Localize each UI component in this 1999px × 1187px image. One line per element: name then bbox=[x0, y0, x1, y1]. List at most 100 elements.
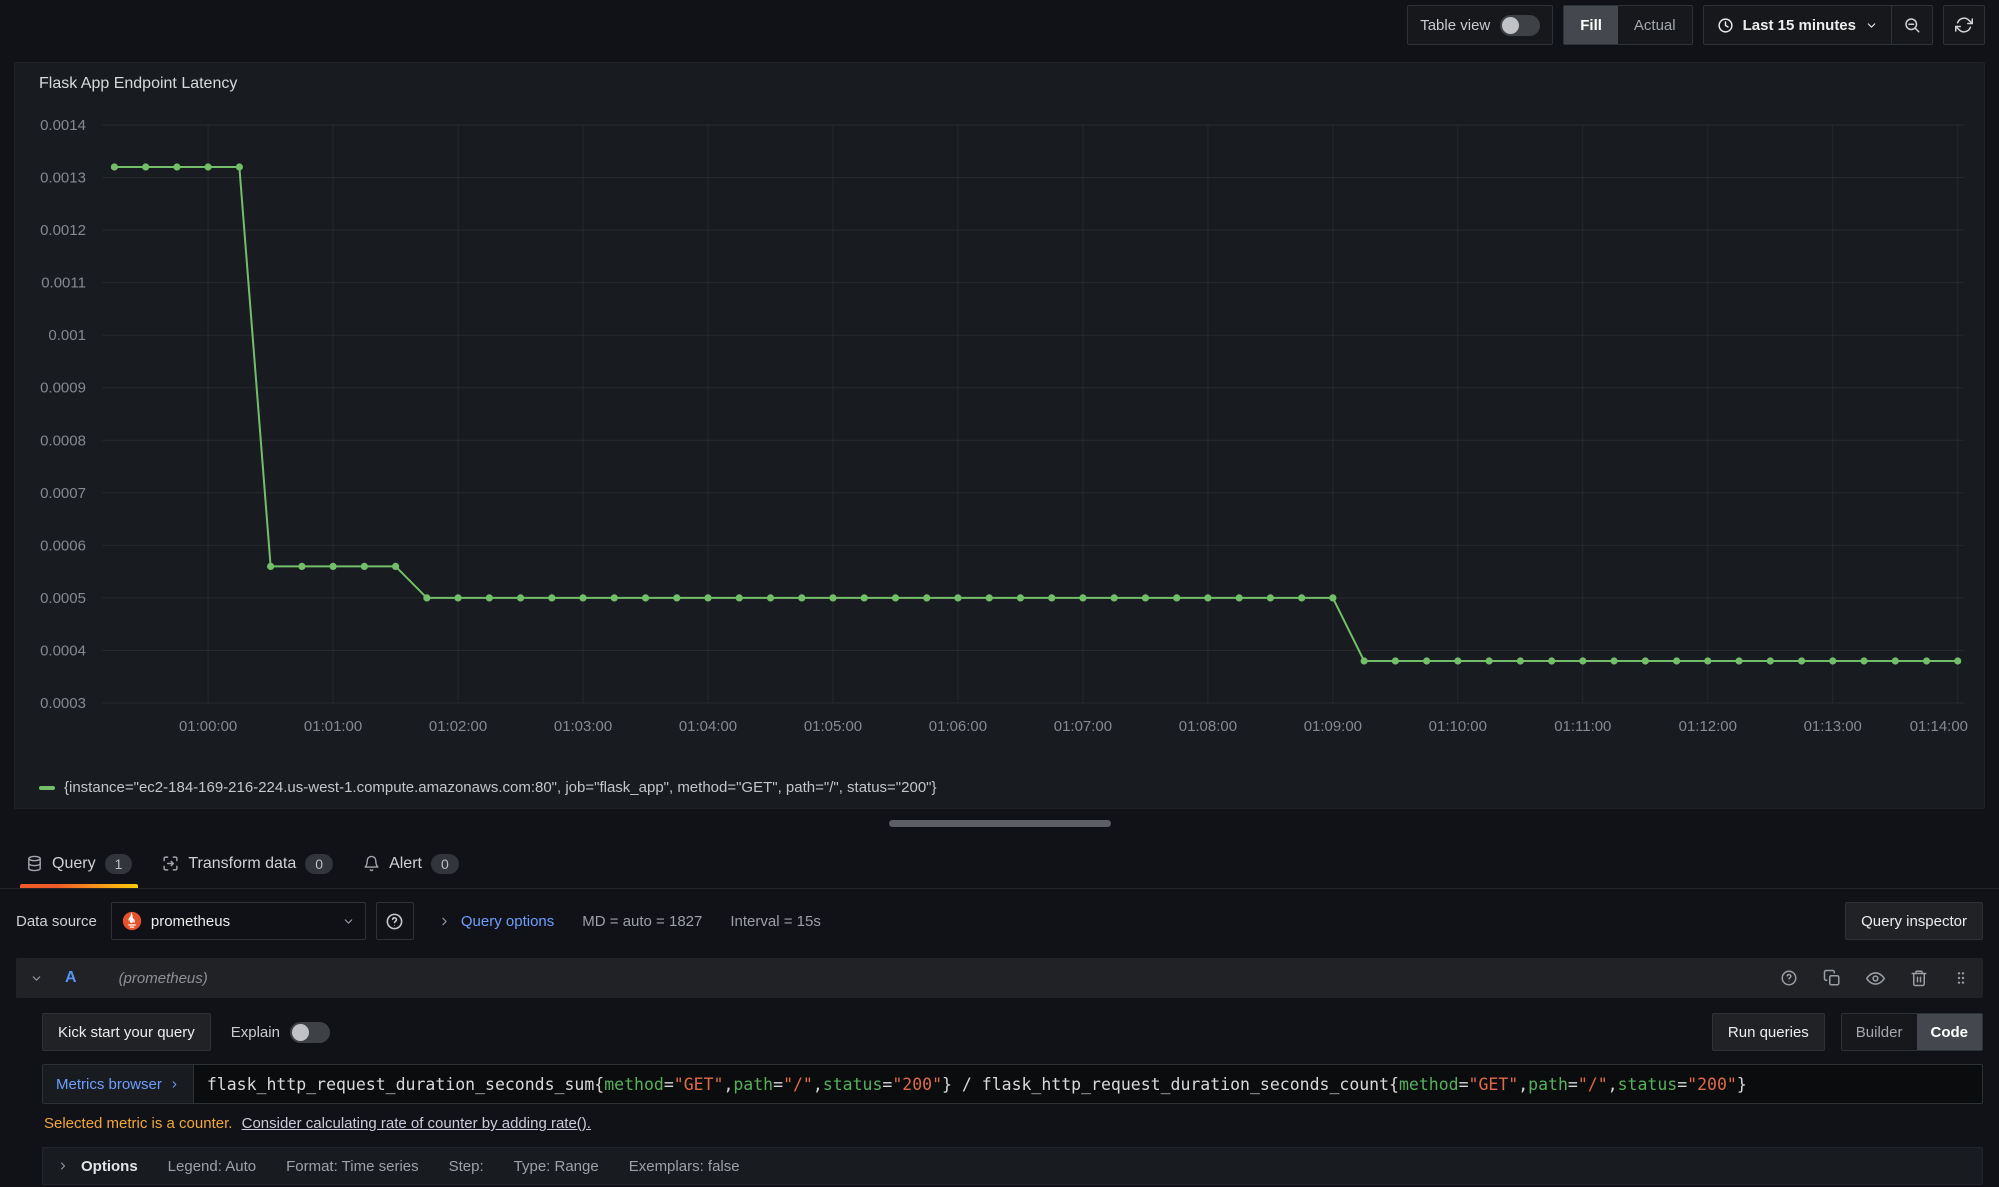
tab-query-label: Query bbox=[52, 854, 96, 872]
datasource-row: Data source prometheus Query options MD … bbox=[0, 889, 1999, 952]
refresh-icon bbox=[1955, 16, 1973, 34]
metrics-browser-label: Metrics browser bbox=[56, 1075, 162, 1093]
chevron-down-icon bbox=[1865, 19, 1878, 32]
tab-query-count: 1 bbox=[104, 853, 133, 874]
query-options-interval: Interval = 15s bbox=[730, 912, 821, 930]
chevron-right-icon bbox=[57, 1160, 69, 1172]
fill-button[interactable]: Fill bbox=[1564, 6, 1618, 44]
svg-text:0.001: 0.001 bbox=[48, 327, 85, 344]
query-toolbar: Kick start your query Explain Run querie… bbox=[42, 1013, 1983, 1051]
options-expander[interactable]: Options bbox=[57, 1158, 138, 1175]
svg-text:01:02:00: 01:02:00 bbox=[429, 718, 487, 735]
counter-warning: Selected metric is a counter. Consider c… bbox=[44, 1115, 1983, 1132]
latency-chart[interactable]: 0.0003 0.0004 0.0005 0.0006 0.0007 0.0008 0.00… bbox=[16, 97, 1983, 777]
warning-text: Selected metric is a counter. bbox=[44, 1115, 233, 1132]
kick-start-query-button[interactable]: Kick start your query bbox=[42, 1013, 211, 1051]
svg-text:01:07:00: 01:07:00 bbox=[1054, 718, 1112, 735]
chart-legend[interactable]: {instance="ec2-184-169-216-224.us-west-1… bbox=[15, 777, 1984, 808]
fill-actual-segment: Fill Actual bbox=[1563, 5, 1693, 45]
svg-text:01:13:00: 01:13:00 bbox=[1804, 718, 1862, 735]
tab-transform-data[interactable]: Transform data 0 bbox=[152, 839, 343, 888]
zoom-out-button[interactable] bbox=[1892, 6, 1932, 44]
clock-icon bbox=[1717, 17, 1734, 34]
svg-text:0.0013: 0.0013 bbox=[40, 169, 86, 186]
tab-alert[interactable]: Alert 0 bbox=[353, 839, 469, 888]
tab-transform-label: Transform data bbox=[188, 854, 297, 872]
svg-text:0.0011: 0.0011 bbox=[41, 275, 86, 292]
svg-text:0.0007: 0.0007 bbox=[40, 485, 86, 502]
svg-text:01:06:00: 01:06:00 bbox=[929, 718, 987, 735]
svg-text:0.0004: 0.0004 bbox=[40, 642, 86, 659]
query-options-chevron-icon[interactable] bbox=[438, 915, 451, 928]
legend-series-swatch bbox=[39, 785, 55, 790]
top-toolbar: Table view Fill Actual Last 15 minutes bbox=[0, 0, 1999, 50]
query-row-header[interactable]: A (prometheus) bbox=[16, 958, 1983, 998]
query-row-actions bbox=[1780, 969, 1969, 988]
delete-query-trash-icon[interactable] bbox=[1910, 969, 1928, 987]
code-button[interactable]: Code bbox=[1916, 1014, 1982, 1050]
svg-text:01:08:00: 01:08:00 bbox=[1179, 718, 1237, 735]
table-view-group: Table view bbox=[1407, 5, 1554, 45]
time-range-label: Last 15 minutes bbox=[1742, 16, 1856, 34]
refresh-group bbox=[1943, 5, 1985, 45]
table-view-label: Table view bbox=[1420, 16, 1491, 34]
tab-transform-count: 0 bbox=[305, 853, 334, 874]
refresh-button[interactable] bbox=[1944, 6, 1984, 44]
promql-editor-field: Metrics browser flask_http_request_durat… bbox=[42, 1064, 1983, 1104]
collapse-chevron-icon[interactable] bbox=[30, 972, 43, 985]
metrics-browser-button[interactable]: Metrics browser bbox=[43, 1065, 194, 1103]
explain-toggle[interactable] bbox=[289, 1021, 330, 1043]
svg-text:0.0006: 0.0006 bbox=[40, 537, 86, 554]
toggle-knob bbox=[291, 1023, 309, 1041]
tab-query[interactable]: Query 1 bbox=[16, 839, 142, 888]
time-range-picker[interactable]: Last 15 minutes bbox=[1704, 6, 1892, 44]
svg-text:01:10:00: 01:10:00 bbox=[1429, 718, 1487, 735]
horizontal-scrollbar-track bbox=[0, 809, 1999, 839]
zoom-out-icon bbox=[1903, 16, 1921, 34]
horizontal-scrollbar-thumb[interactable] bbox=[888, 820, 1111, 827]
svg-text:0.0014: 0.0014 bbox=[40, 117, 86, 134]
query-help-icon[interactable] bbox=[1780, 969, 1798, 987]
svg-text:0.0003: 0.0003 bbox=[40, 695, 86, 712]
svg-text:0.0012: 0.0012 bbox=[40, 222, 86, 239]
svg-text:01:12:00: 01:12:00 bbox=[1679, 718, 1737, 735]
table-view-toggle[interactable] bbox=[1500, 14, 1541, 36]
query-editor-section: A (prometheus) Kic bbox=[16, 958, 1983, 1185]
tab-alert-label: Alert bbox=[389, 854, 422, 872]
duplicate-query-icon[interactable] bbox=[1823, 969, 1841, 987]
option-step: Step: bbox=[448, 1157, 484, 1175]
query-datasource-hint: (prometheus) bbox=[118, 969, 208, 987]
bell-icon bbox=[363, 855, 380, 872]
warning-rate-link[interactable]: Consider calculating rate of counter by … bbox=[241, 1115, 591, 1132]
promql-code[interactable]: flask_http_request_duration_seconds_sum{… bbox=[206, 1074, 1747, 1094]
query-options-link[interactable]: Query options bbox=[460, 912, 555, 930]
svg-text:01:05:00: 01:05:00 bbox=[804, 718, 862, 735]
panel-title[interactable]: Flask App Endpoint Latency bbox=[39, 75, 238, 92]
drag-handle-icon[interactable] bbox=[1953, 969, 1969, 987]
query-options-strip: Options Legend: Auto Format: Time series… bbox=[42, 1147, 1983, 1185]
svg-text:01:00:00: 01:00:00 bbox=[179, 718, 237, 735]
svg-text:01:04:00: 01:04:00 bbox=[679, 718, 737, 735]
chevron-down-icon bbox=[342, 915, 355, 928]
actual-button[interactable]: Actual bbox=[1633, 16, 1676, 34]
svg-text:0.0008: 0.0008 bbox=[40, 432, 86, 449]
svg-text:01:11:00: 01:11:00 bbox=[1554, 718, 1611, 735]
builder-button[interactable]: Builder bbox=[1855, 1023, 1903, 1041]
run-queries-button[interactable]: Run queries bbox=[1711, 1013, 1825, 1051]
svg-text:01:01:00: 01:01:00 bbox=[304, 718, 362, 735]
legend-label: {instance="ec2-184-169-216-224.us-west-1… bbox=[64, 779, 937, 796]
time-controls-group: Last 15 minutes bbox=[1702, 5, 1933, 45]
query-inspector-button[interactable]: Query inspector bbox=[1845, 902, 1983, 940]
option-exemplars: Exemplars: false bbox=[628, 1157, 740, 1175]
option-type: Type: Range bbox=[513, 1157, 599, 1175]
chevron-right-icon bbox=[169, 1079, 180, 1090]
datasource-select[interactable]: prometheus bbox=[110, 902, 366, 940]
explain-label: Explain bbox=[230, 1023, 280, 1041]
query-options-md: MD = auto = 1827 bbox=[582, 912, 703, 930]
tab-alert-count: 0 bbox=[430, 853, 459, 874]
hide-query-eye-icon[interactable] bbox=[1866, 969, 1885, 988]
query-ref-id[interactable]: A bbox=[65, 969, 77, 986]
svg-text:0.0005: 0.0005 bbox=[40, 590, 86, 607]
option-legend: Legend: Auto bbox=[167, 1157, 257, 1175]
datasource-help-button[interactable] bbox=[375, 902, 414, 940]
